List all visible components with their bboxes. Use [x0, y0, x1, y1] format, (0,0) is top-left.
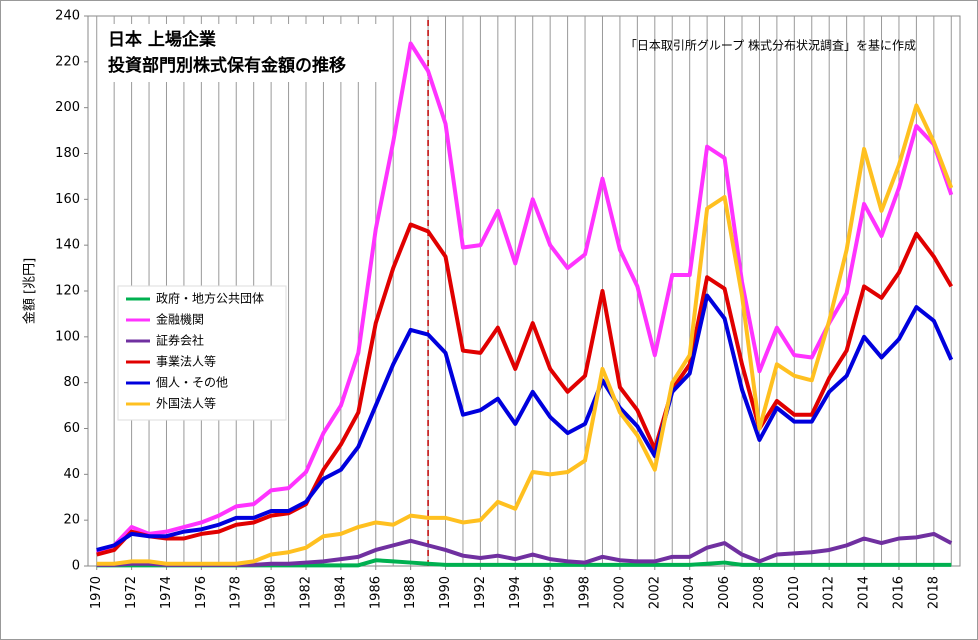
series-line	[95, 41, 954, 555]
x-tick-label: 2000	[612, 576, 627, 609]
x-tick-label: 1996	[543, 576, 558, 609]
chart-title: 投資部門別株式保有金額の推移	[108, 55, 346, 76]
y-tick-label: 220	[55, 54, 80, 69]
y-tick-label: 0	[72, 559, 80, 574]
x-tick-label: 1992	[473, 576, 488, 609]
y-tick-label: 160	[55, 192, 80, 207]
x-tick-label: 1990	[438, 576, 453, 609]
x-tick-label: 1984	[333, 576, 348, 609]
legend-label: 政府・地方公共団体	[156, 291, 264, 306]
x-tick-label: 1986	[368, 576, 383, 609]
x-tick-label: 1972	[124, 576, 139, 609]
y-tick-label: 60	[63, 421, 80, 436]
x-tick-label: 1970	[89, 576, 104, 609]
series-line	[96, 103, 954, 566]
x-tick-label: 2004	[682, 576, 697, 609]
x-tick-label: 1974	[159, 576, 174, 609]
x-tick-label: 2018	[926, 576, 941, 609]
series-line	[96, 222, 954, 557]
y-tick-label: 200	[55, 100, 80, 115]
x-tick-label: 1982	[299, 576, 314, 609]
legend-label: 金融機関	[156, 312, 204, 327]
y-tick-label: 40	[63, 467, 80, 482]
x-tick-label: 1978	[229, 576, 244, 609]
y-tick-label: 140	[55, 238, 80, 253]
series-line	[96, 293, 954, 552]
x-tick-label: 2014	[857, 576, 872, 609]
chart-title: 日本 上場企業	[108, 29, 216, 50]
x-tick-label: 2012	[822, 576, 837, 609]
x-tick-label: 1998	[578, 576, 593, 609]
legend-label: 外国法人等	[156, 397, 216, 411]
y-tick-label: 20	[63, 513, 80, 528]
x-tick-label: 2008	[752, 576, 767, 609]
x-tick-label: 2016	[891, 576, 906, 609]
x-tick-label: 1980	[264, 576, 279, 609]
legend-box	[117, 285, 287, 421]
y-tick-label: 240	[55, 9, 80, 24]
y-tick-label: 180	[55, 146, 80, 161]
x-tick-label: 1976	[194, 576, 209, 609]
x-tick-label: 1988	[403, 576, 418, 609]
y-tick-label: 80	[63, 375, 80, 390]
y-tick-label: 100	[55, 329, 80, 344]
x-tick-label: 2002	[647, 576, 662, 609]
y-tick-label: 120	[55, 284, 80, 299]
legend-label: 個人・その他	[156, 376, 228, 390]
source-note: 「日本取引所グループ 株式分布状況調査」を基に作成	[625, 38, 916, 53]
x-tick-label: 2010	[787, 576, 802, 609]
x-tick-label: 2006	[717, 576, 732, 609]
y-axis-label: 金額 [兆円]	[22, 258, 38, 324]
legend-label: 証券会社	[156, 333, 204, 348]
title-box	[100, 24, 390, 82]
x-tick-label: 1994	[508, 576, 523, 609]
legend-label: 事業法人等	[156, 355, 216, 369]
